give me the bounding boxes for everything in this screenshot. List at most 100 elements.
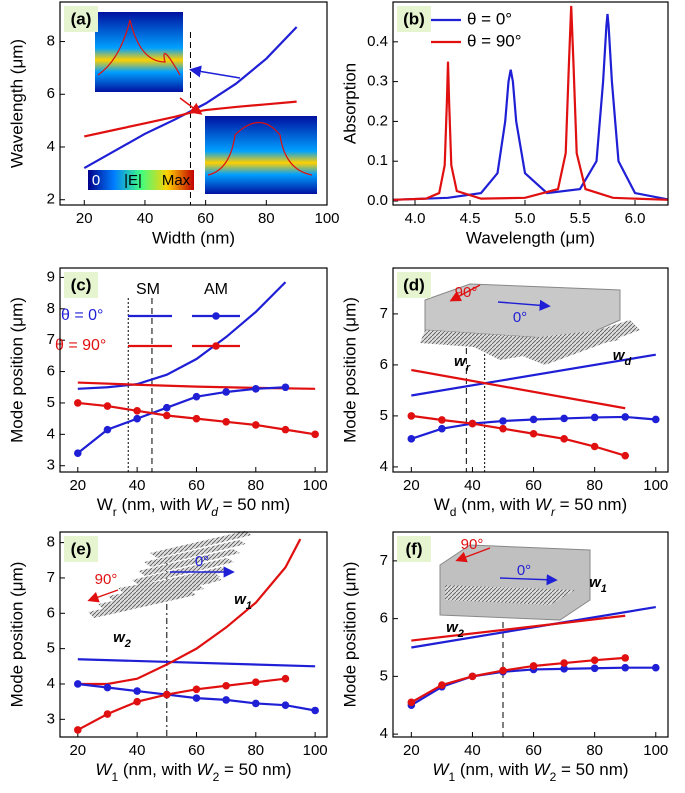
data-point [133, 687, 141, 695]
data-point [163, 411, 171, 420]
data-point [281, 701, 290, 709]
y-tick-label: 0.2 [367, 112, 388, 129]
inset-strip [98, 584, 204, 610]
data-point [163, 403, 171, 412]
y-tick-label: 4 [380, 725, 388, 742]
inset-sheet [445, 585, 575, 605]
legend-marker [212, 312, 220, 320]
y-tick-label: 8 [47, 300, 55, 317]
panel: 20 40 60 80 100 4 5 6 7 Wd (nm, with Wr = 50 nm) M… [340, 267, 669, 519]
legend-label: θ = 90° [55, 337, 106, 354]
x-axis-label-part: W [434, 495, 450, 514]
data-point [529, 429, 538, 438]
y-tick-label: 3 [47, 710, 55, 727]
data-point [281, 674, 290, 683]
data-point [468, 419, 477, 428]
data-point [438, 681, 446, 689]
data-point [222, 696, 230, 704]
panel: 20 40 60 80 100 2 4 6 8 Width (nm) Wavelength (μm)… [7, 1, 340, 247]
y-tick-label: 4 [47, 675, 55, 692]
panel: 20 40 60 80 100 3 4 5 6 7 8 9 Wr (nm, with Wd = 50 n… [7, 267, 328, 519]
data-point [529, 415, 538, 424]
inset-label: 0° [513, 309, 527, 326]
x-tick-label: 40 [137, 210, 154, 227]
series-line [411, 614, 626, 642]
data-point [133, 414, 141, 423]
arrow [189, 65, 241, 79]
panel-label-box [64, 6, 98, 32]
inset-label-sub: 2 [457, 628, 464, 640]
y-tick-label: 6 [47, 85, 55, 102]
series-line [77, 281, 287, 390]
legend-header: SM [136, 281, 160, 298]
data-point [252, 678, 260, 687]
data-point [590, 442, 599, 451]
series-line [411, 368, 626, 410]
series-line [411, 414, 626, 457]
inset-label-text: 90° [455, 284, 478, 301]
data-point [103, 402, 112, 410]
series-line [77, 538, 302, 686]
inset-label: w2 [446, 619, 464, 640]
x-axis-label-part: (nm, with [455, 760, 533, 779]
x-tick-label: 5.0 [515, 210, 536, 227]
inset-label-text: 90° [461, 536, 484, 553]
data-point [590, 656, 599, 664]
inset-label-text: w [613, 347, 626, 364]
x-tick-label: 60 [197, 210, 214, 227]
inset-label-text: w [454, 353, 467, 370]
x-tick-label: 100 [314, 210, 339, 227]
data-point [281, 425, 290, 434]
y-tick-label: 4 [380, 458, 388, 475]
data-point [438, 424, 446, 433]
x-tick-label: 100 [303, 742, 328, 759]
data-point [621, 663, 630, 672]
inset-label: wd [613, 347, 632, 368]
inset-label-sub: 2 [124, 638, 131, 650]
x-axis-label-part: 2 [213, 770, 220, 784]
data-point [651, 663, 660, 672]
arrow [499, 574, 558, 586]
plot-frame [392, 1, 669, 206]
x-axis-label-part: 1 [111, 770, 118, 784]
x-axis-label-part: = 50 nm) [219, 760, 291, 779]
y-tick-label: 3 [47, 457, 55, 474]
x-axis-label-part: d [450, 505, 457, 519]
data-point [74, 449, 82, 457]
data-point [590, 664, 599, 673]
x-axis-label-part: 1 [448, 770, 455, 784]
inset-label: wr [454, 353, 471, 374]
x-axis-label-part: d [211, 505, 218, 519]
x-tick-label: 20 [69, 477, 86, 494]
inset-label-sub: r [466, 362, 471, 374]
inset-label: w1 [234, 591, 252, 612]
inset-field [205, 116, 317, 194]
x-tick-label: 20 [76, 210, 93, 227]
y-tick-label: 5 [380, 407, 388, 424]
data-point [651, 415, 660, 424]
x-tick-label: 80 [247, 477, 264, 494]
inset-label-text: |E| [124, 172, 142, 189]
inset-label: Max [162, 172, 191, 189]
y-tick-label: 5 [47, 394, 55, 411]
x-axis-label: Wr (nm, with Wd = 50 nm) [97, 495, 290, 519]
plot-frame [59, 531, 328, 738]
x-axis-label-part: (nm, with [117, 495, 195, 514]
series-line [410, 656, 626, 704]
legend-label: θ = 0° [61, 307, 103, 324]
x-tick-label: 100 [303, 477, 328, 494]
inset-label: 90° [95, 571, 118, 588]
y-tick-label: 8 [47, 33, 55, 50]
inset-label-text: 0° [513, 309, 527, 326]
data-point [407, 435, 416, 443]
x-tick-label: 6.0 [625, 210, 646, 227]
x-tick-label: 80 [247, 742, 264, 759]
inset-label: 90° [455, 284, 478, 301]
inset-curve [207, 121, 313, 176]
legend-marker [212, 342, 220, 350]
y-tick-label: 0.0 [367, 192, 388, 209]
data-point [281, 383, 290, 392]
x-axis-label-part: r [113, 505, 117, 519]
y-tick-label: 0.1 [367, 152, 388, 169]
